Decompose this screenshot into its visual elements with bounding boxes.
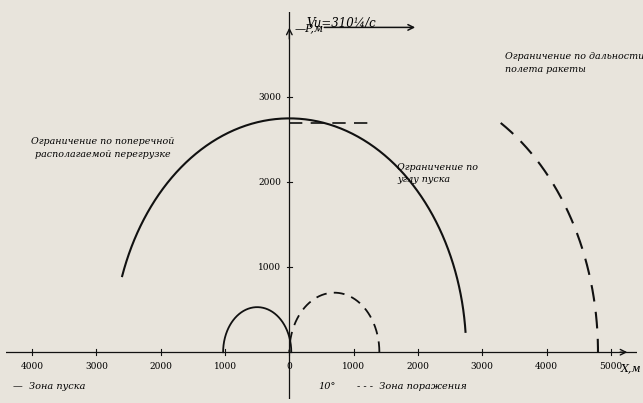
Text: Ограничение по дальности
полета ракеты: Ограничение по дальности полета ракеты: [505, 52, 643, 74]
Text: X,м: X,м: [621, 363, 642, 373]
Text: 3000: 3000: [85, 361, 108, 370]
Text: 0: 0: [287, 361, 292, 370]
Text: 3000: 3000: [471, 361, 494, 370]
Text: Ограничение по
углу пуска: Ограничение по углу пуска: [397, 163, 478, 184]
Text: 1000: 1000: [258, 263, 281, 272]
Text: 2000: 2000: [258, 178, 281, 187]
Text: 10°: 10°: [318, 382, 336, 391]
Text: 1000: 1000: [342, 361, 365, 370]
Text: 2000: 2000: [406, 361, 430, 370]
Text: Ограничение по поперечной
располагаемой перегрузке: Ограничение по поперечной располагаемой …: [32, 137, 174, 159]
Text: - - -  Зона поражения: - - - Зона поражения: [357, 382, 467, 391]
Text: 4000: 4000: [535, 361, 558, 370]
Text: 5000: 5000: [599, 361, 622, 370]
Text: —  Зона пуска: — Зона пуска: [13, 382, 86, 391]
Text: 2000: 2000: [149, 361, 172, 370]
Text: 4000: 4000: [21, 361, 44, 370]
Text: 1000: 1000: [213, 361, 237, 370]
Text: —P,м: —P,м: [294, 23, 323, 33]
Text: Vu=310¼/c: Vu=310¼/c: [306, 17, 376, 30]
Text: 3000: 3000: [258, 93, 281, 102]
